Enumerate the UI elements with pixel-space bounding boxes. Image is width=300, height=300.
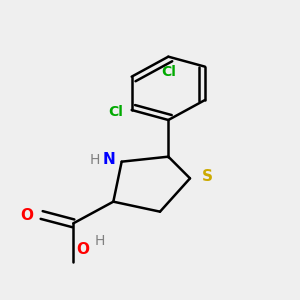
Text: Cl: Cl: [161, 65, 176, 79]
Text: Cl: Cl: [109, 105, 123, 119]
Text: H: H: [95, 234, 105, 248]
Text: S: S: [202, 169, 213, 184]
Text: H: H: [90, 153, 100, 167]
Text: N: N: [102, 152, 115, 167]
Text: O: O: [77, 242, 90, 257]
Text: O: O: [20, 208, 33, 223]
